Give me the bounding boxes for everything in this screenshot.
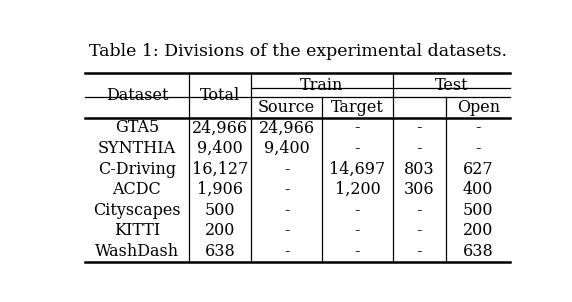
Text: 306: 306 [404,181,435,198]
Text: 9,400: 9,400 [197,140,243,157]
Text: 803: 803 [404,161,435,178]
Text: -: - [417,120,422,137]
Text: -: - [475,140,481,157]
Text: 400: 400 [463,181,494,198]
Text: -: - [284,181,289,198]
Text: 14,697: 14,697 [329,161,386,178]
Text: ACDC: ACDC [113,181,161,198]
Text: -: - [355,223,360,239]
Text: 24,966: 24,966 [259,120,315,137]
Text: -: - [284,243,289,260]
Text: KITTI: KITTI [114,223,160,239]
Text: Open: Open [456,99,500,116]
Text: -: - [417,243,422,260]
Text: 200: 200 [205,223,235,239]
Text: -: - [284,202,289,219]
Text: 638: 638 [463,243,494,260]
Text: Train: Train [300,77,344,94]
Text: 1,200: 1,200 [335,181,380,198]
Text: Target: Target [331,99,384,116]
Text: -: - [417,202,422,219]
Text: 1,906: 1,906 [197,181,243,198]
Text: C-Driving: C-Driving [98,161,176,178]
Text: 627: 627 [463,161,494,178]
Text: Cityscapes: Cityscapes [93,202,181,219]
Text: -: - [417,223,422,239]
Text: 16,127: 16,127 [192,161,248,178]
Text: Total: Total [200,87,240,104]
Text: WashDash: WashDash [95,243,179,260]
Text: -: - [355,243,360,260]
Text: -: - [355,120,360,137]
Text: -: - [475,120,481,137]
Text: 500: 500 [205,202,235,219]
Text: -: - [284,223,289,239]
Text: -: - [417,140,422,157]
Text: Table 1: Divisions of the experimental datasets.: Table 1: Divisions of the experimental d… [89,43,507,60]
Text: Dataset: Dataset [106,87,168,104]
Text: -: - [355,140,360,157]
Text: GTA5: GTA5 [115,120,159,137]
Text: 9,400: 9,400 [264,140,309,157]
Text: 24,966: 24,966 [192,120,248,137]
Text: -: - [284,161,289,178]
Text: Source: Source [258,99,315,116]
Text: SYNTHIA: SYNTHIA [98,140,176,157]
Text: 638: 638 [205,243,236,260]
Text: Test: Test [435,77,468,94]
Text: -: - [355,202,360,219]
Text: 200: 200 [463,223,494,239]
Text: 500: 500 [463,202,494,219]
